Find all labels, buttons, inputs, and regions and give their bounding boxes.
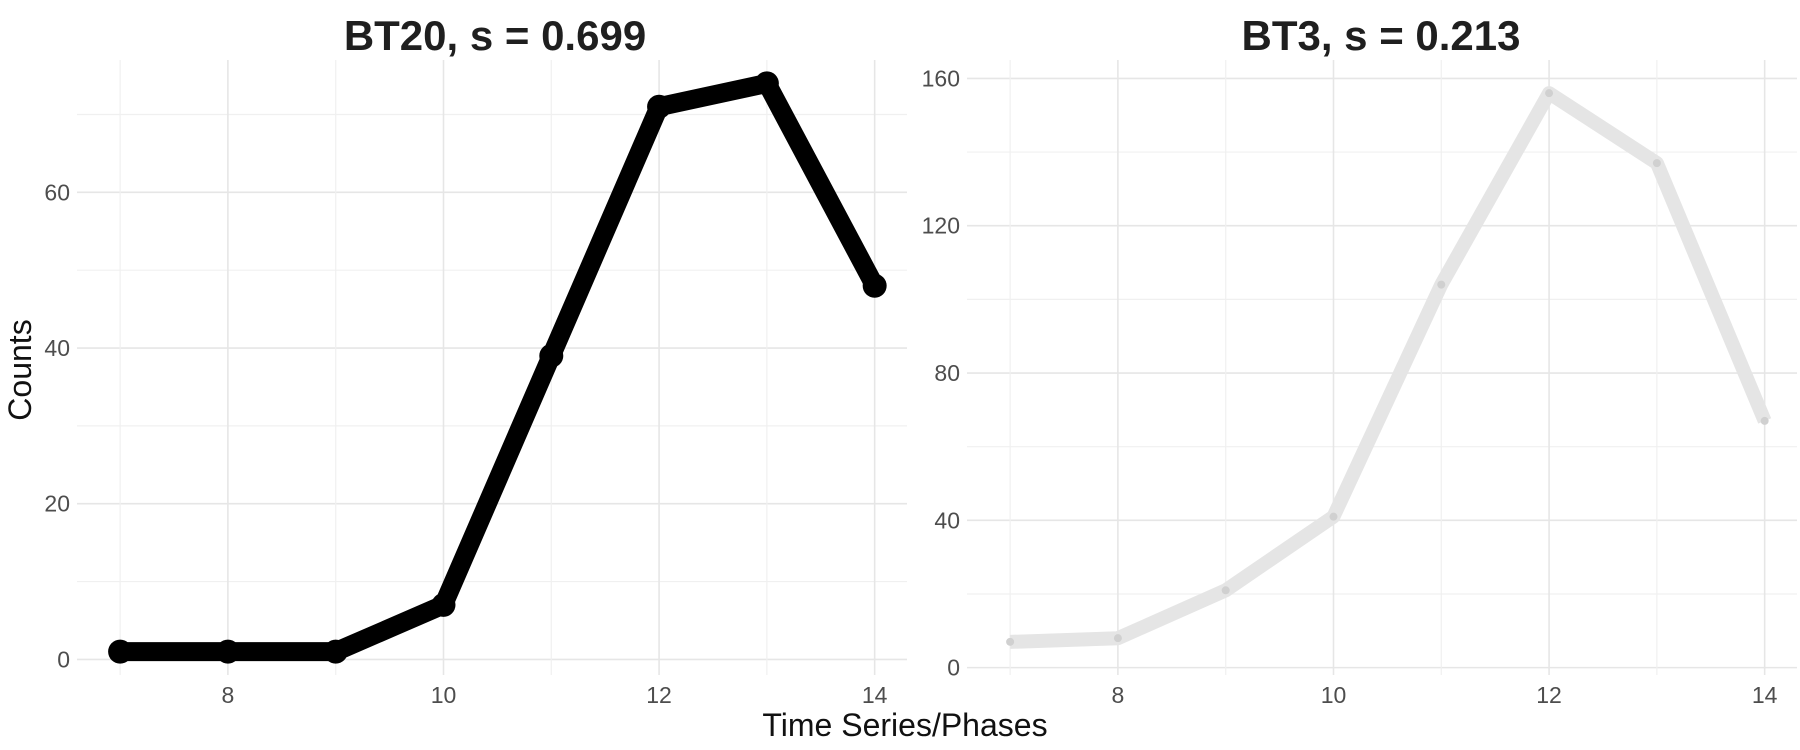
- y-tick-label: 60: [44, 179, 70, 205]
- data-point: [1329, 512, 1338, 521]
- panel-title: BT20, s = 0.699: [344, 12, 646, 59]
- y-tick-label: 0: [57, 646, 70, 672]
- y-tick-label: 120: [922, 213, 960, 239]
- y-tick-label: 40: [934, 507, 960, 533]
- series-line: [120, 73, 884, 662]
- grid: [77, 60, 907, 675]
- y-tick-label: 20: [44, 491, 70, 517]
- y-tick-label: 80: [934, 360, 960, 386]
- data-point: [1652, 159, 1661, 168]
- x-axis-label: Time Series/Phases: [762, 707, 1047, 743]
- x-tick-label: 8: [222, 682, 235, 708]
- data-point: [647, 94, 672, 119]
- data-point: [1221, 586, 1230, 595]
- y-tick-label: 0: [947, 655, 960, 681]
- x-tick-label: 14: [862, 682, 888, 708]
- x-tick-label: 10: [1321, 682, 1347, 708]
- x-tick-label: 14: [1752, 682, 1778, 708]
- x-tick-label: 12: [1536, 682, 1562, 708]
- y-tick-label: 40: [44, 335, 70, 361]
- data-point: [862, 273, 887, 298]
- data-point: [754, 71, 779, 96]
- panel-bt3: 0 40 80 120 160 8 10 12 14 BT3, s = 0.213: [922, 12, 1797, 708]
- data-point: [323, 639, 348, 664]
- data-point: [1437, 280, 1446, 289]
- x-tick-label: 12: [646, 682, 672, 708]
- data-point: [1113, 634, 1122, 643]
- panel-title: BT3, s = 0.213: [1241, 12, 1520, 59]
- grid: [967, 60, 1797, 675]
- x-tick-label: 8: [1112, 682, 1125, 708]
- data-point: [1545, 89, 1554, 98]
- y-axis-label: Counts: [2, 319, 38, 420]
- data-point: [215, 639, 240, 664]
- data-point: [431, 592, 456, 617]
- x-tick-label: 10: [431, 682, 457, 708]
- data-point: [108, 639, 133, 664]
- data-point: [539, 343, 564, 368]
- data-point: [1006, 637, 1015, 646]
- series-line: [1009, 86, 1772, 649]
- panel-bt20: 0 20 40 60 8 10 12 14 BT20, s = 0.699: [44, 12, 907, 708]
- data-point: [1760, 416, 1769, 425]
- y-tick-label: 160: [922, 65, 960, 91]
